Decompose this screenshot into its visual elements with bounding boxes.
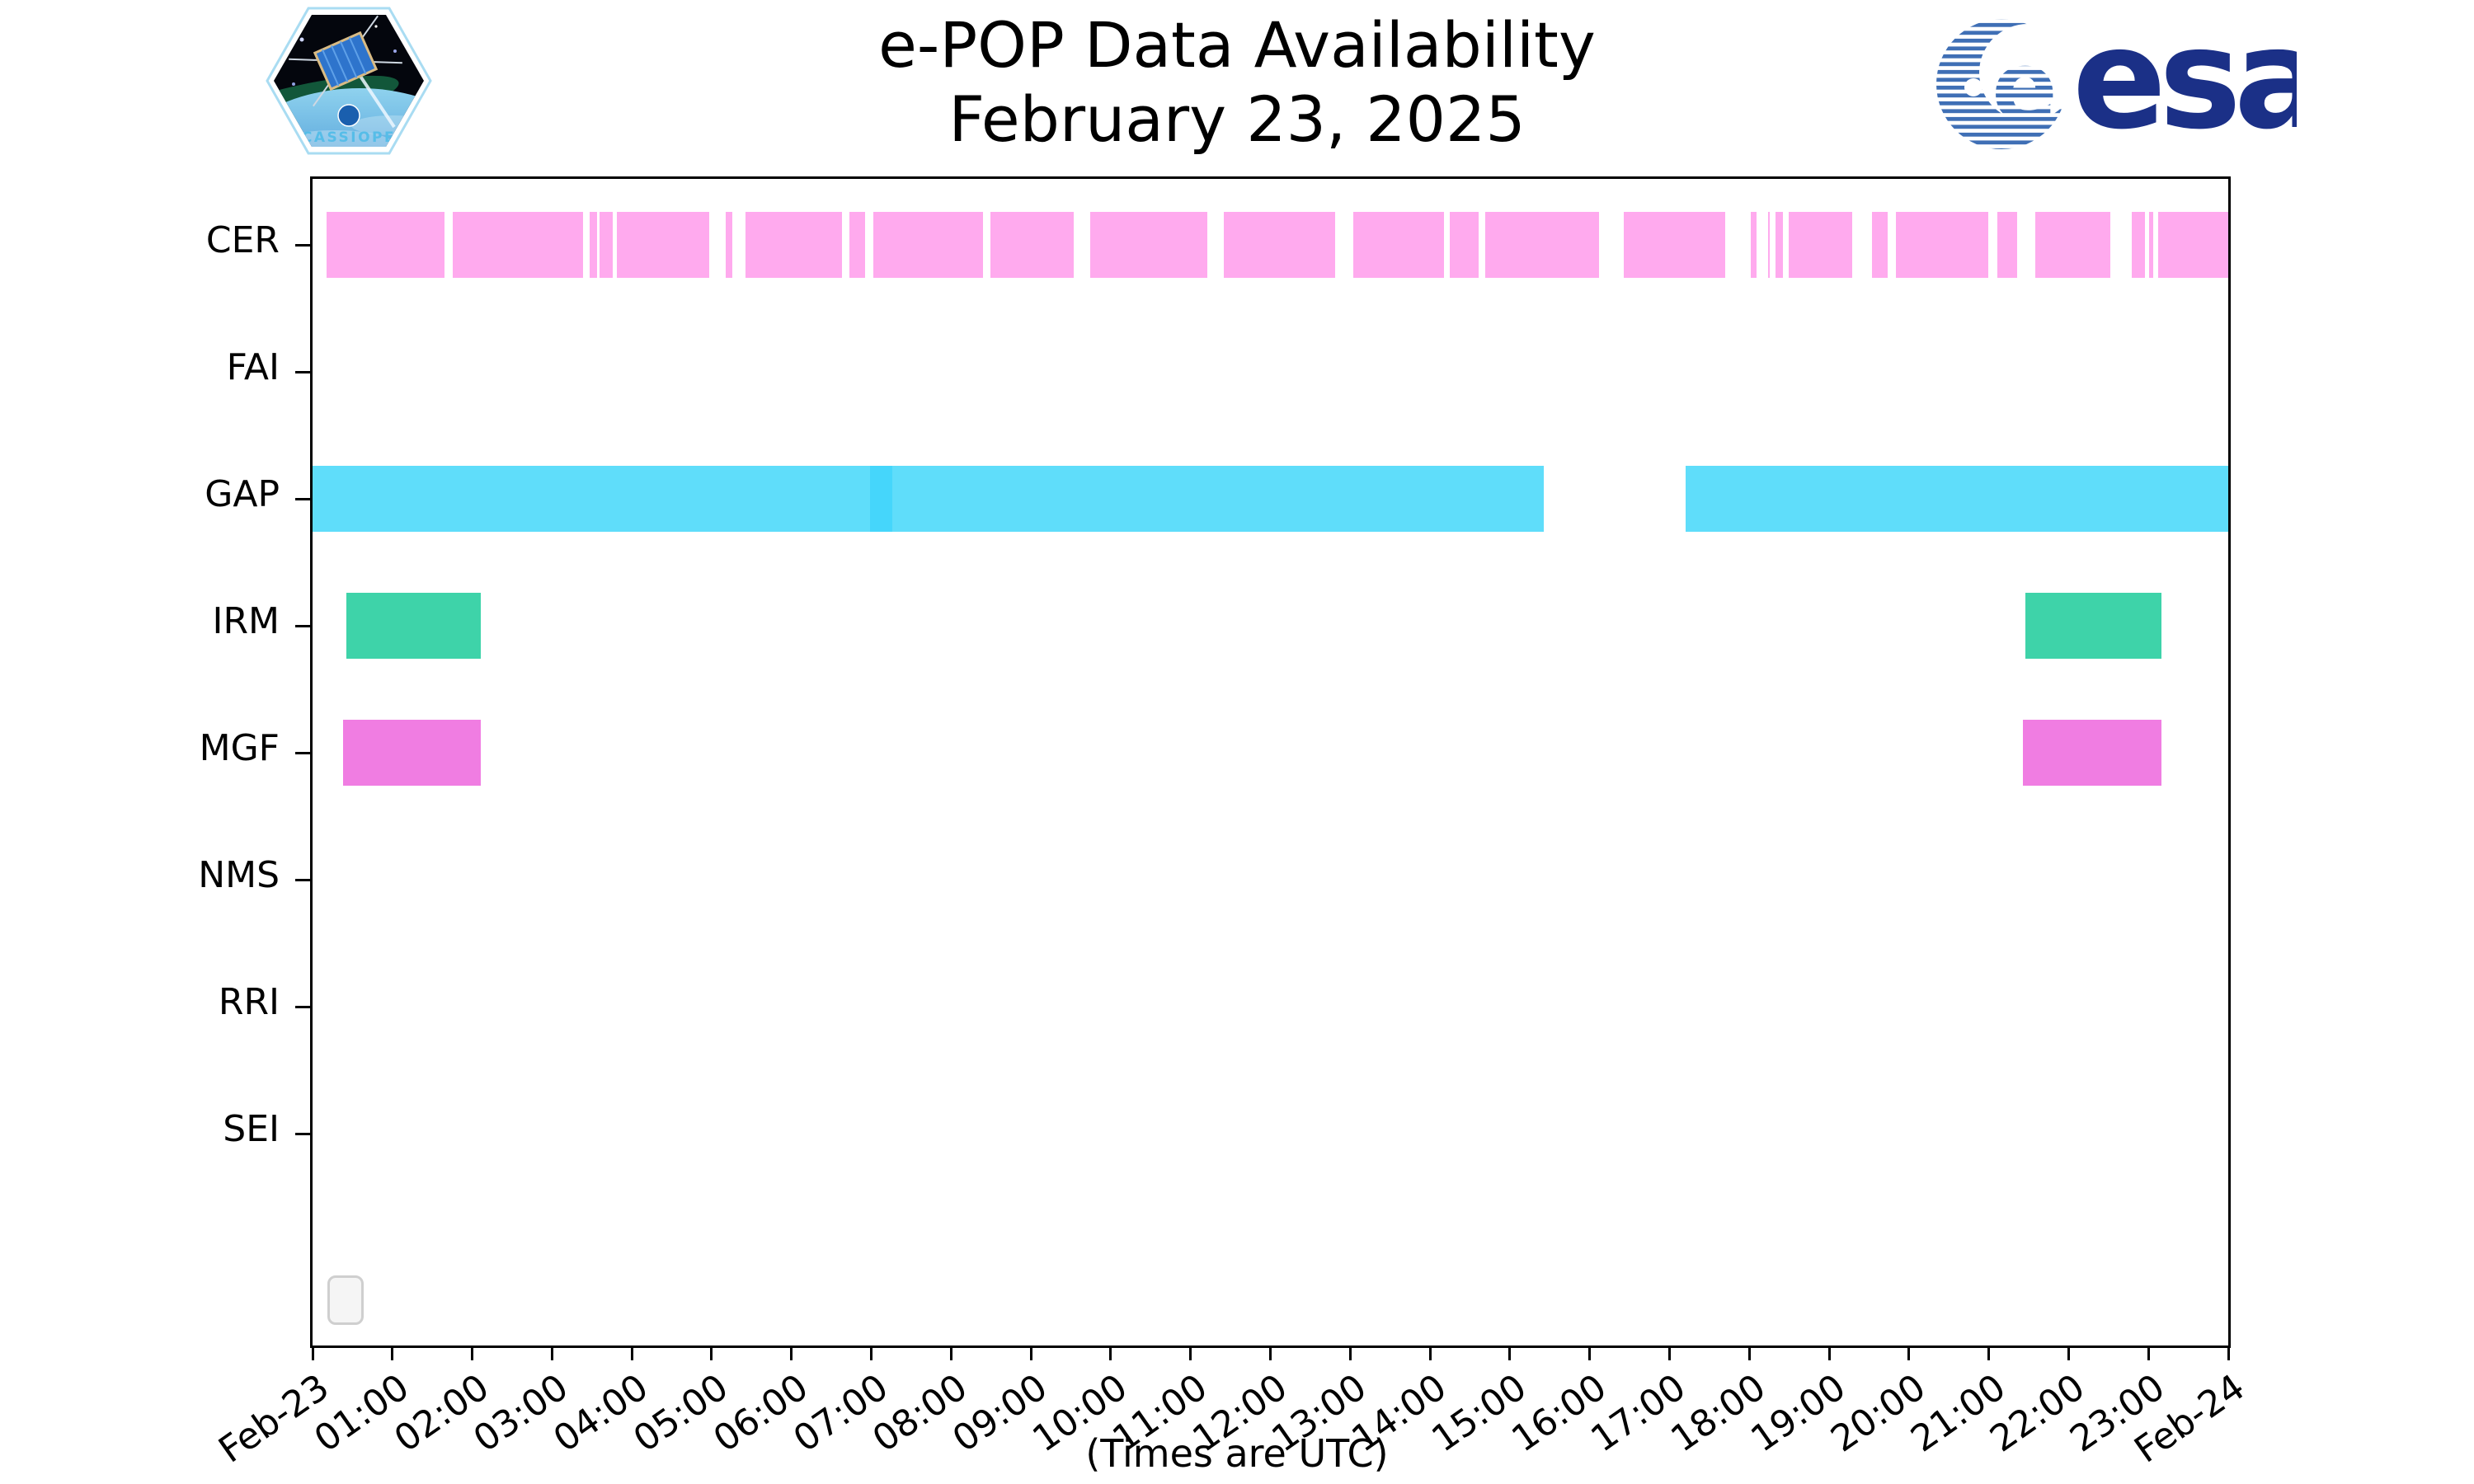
y-tick-fai [295,370,310,373]
x-tick-0900 [1029,1345,1032,1360]
legend-box [327,1275,364,1325]
availability-bar-gap [313,466,1545,532]
x-tick-2200 [2067,1345,2070,1360]
patch-satellite [289,15,402,107]
esa-logo: e esa [1936,13,2297,155]
plot-area: CER FAI GAP IRM MGF NMS RRI SEI Feb-23 01:00 02:00… [198,176,2252,1472]
availability-bar-cer [745,212,842,278]
x-tick-0200 [471,1345,474,1360]
availability-bar-cer [1788,212,1853,278]
availability-bar-cer [600,212,613,278]
y-tick-cer [295,243,310,247]
x-axis-caption: (Times are UTC) [1085,1431,1389,1476]
availability-bar-cer [1751,212,1757,278]
y-label-irm: IRM [212,600,280,642]
x-tick-1700 [1667,1345,1671,1360]
y-tick-rri [295,1005,310,1008]
availability-bar-cer [1224,212,1335,278]
availability-bar-cer [1776,212,1783,278]
chart-title: e-POP Data Availability [878,8,1596,82]
x-tick-feb-24 [2227,1345,2230,1360]
x-tick-1900 [1827,1345,1831,1360]
availability-bar-mgf [342,720,482,786]
availability-bar-cer [1450,212,1479,278]
x-tick-1300 [1348,1345,1352,1360]
x-tick-0300 [550,1345,553,1360]
x-tick-1200 [1269,1345,1272,1360]
availability-bar-cer [2149,212,2153,278]
x-tick-1400 [1428,1345,1432,1360]
availability-bar-mgf [2023,720,2161,786]
availability-bar-cer [1624,212,1726,278]
availability-bar-irm [346,593,482,659]
y-label-mgf: MGF [199,727,280,769]
y-label-fai: FAI [226,346,280,388]
cassiope-mission-patch: CASSIOPE [266,7,432,155]
availability-bar-overlap-gap [869,466,892,532]
x-tick-0100 [391,1345,394,1360]
availability-bar-cer [2034,212,2110,278]
y-label-cer: CER [205,219,280,261]
x-tick-1800 [1747,1345,1751,1360]
x-tick-0600 [790,1345,793,1360]
availability-bar-cer [1089,212,1208,278]
y-label-gap: GAP [205,473,280,515]
patch-cassiope-label: CASSIOPE [302,129,396,146]
y-tick-irm [295,624,310,627]
availability-bar-cer [849,212,865,278]
availability-bar-cer [2157,212,2228,278]
availability-bar-gap [1685,466,2228,532]
availability-bar-cer [873,212,984,278]
x-tick-2000 [1907,1345,1911,1360]
availability-bar-cer [990,212,1075,278]
esa-wordmark: esa [2072,13,2297,155]
x-tick-1500 [1508,1345,1512,1360]
availability-bar-cer [1896,212,1988,278]
x-tick-0800 [949,1345,952,1360]
availability-bar-cer [1353,212,1444,278]
availability-bar-cer [1767,212,1771,278]
availability-bar-cer [1484,212,1600,278]
x-tick-0700 [870,1345,873,1360]
x-tick-1000 [1109,1345,1112,1360]
x-tick-1100 [1189,1345,1192,1360]
x-tick-2300 [2147,1345,2150,1360]
availability-bar-cer [327,212,444,278]
availability-bar-cer [1872,212,1888,278]
y-tick-gap [295,497,310,500]
x-tick-1600 [1588,1345,1592,1360]
y-label-sei: SEI [223,1108,280,1150]
x-tick-0500 [710,1345,713,1360]
x-tick-0400 [630,1345,633,1360]
esa-globe-e: e [1992,30,2058,143]
y-tick-sei [295,1132,310,1135]
availability-bar-cer [2131,212,2146,278]
availability-bar-cer [453,212,584,278]
y-tick-mgf [295,751,310,754]
y-tick-nms [295,878,310,881]
availability-bar-irm [2025,593,2161,659]
availability-bar-cer [616,212,710,278]
y-label-rri: RRI [218,981,280,1023]
chart-subtitle: February 23, 2025 [948,82,1526,156]
x-tick-2100 [1987,1345,1991,1360]
x-tick-feb-23 [311,1345,314,1360]
availability-bar-cer [726,212,733,278]
availability-bar-cer [589,212,597,278]
y-label-nms: NMS [198,854,280,896]
chart-title-block: e-POP Data Availability February 23, 202… [0,8,2474,156]
availability-bar-cer [1997,212,2018,278]
